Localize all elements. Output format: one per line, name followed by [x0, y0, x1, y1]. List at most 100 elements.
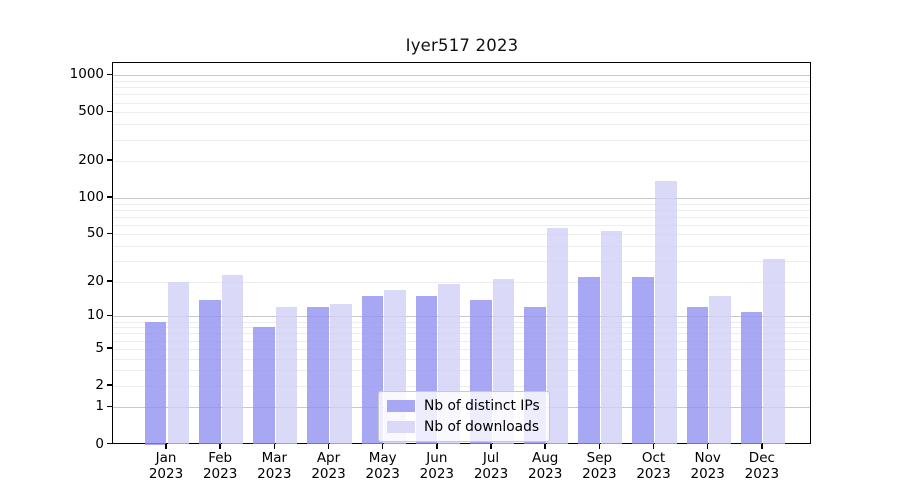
- x-tick-month: Mar: [261, 450, 288, 466]
- y-tick-label: 0: [95, 435, 104, 452]
- x-tick-mark: [381, 444, 384, 449]
- x-tick-mark: [436, 444, 438, 449]
- x-tick-year: 2023: [202, 465, 238, 482]
- bar-downloads: [655, 180, 677, 445]
- legend-label: Nb of downloads: [424, 419, 540, 435]
- minor-gridline: [113, 161, 810, 163]
- chart-title: Iyer517 2023: [405, 36, 519, 55]
- x-tick-year: 2023: [365, 465, 400, 482]
- bar-downloads: [221, 274, 244, 445]
- y-tick-label: 500: [78, 103, 104, 120]
- x-tick-month: Sep: [586, 450, 613, 466]
- x-tick-label: Aug 2023: [515, 450, 575, 482]
- minor-gridline: [113, 281, 810, 283]
- x-tick-mark: [490, 444, 492, 449]
- y-tick-mark: [107, 196, 112, 198]
- x-tick-mark: [761, 444, 763, 449]
- plot-area: [112, 62, 811, 445]
- y-tick-mark: [107, 346, 112, 349]
- minor-gridline: [113, 87, 810, 89]
- minor-gridline: [113, 124, 810, 126]
- x-tick-year: 2023: [148, 465, 184, 482]
- y-tick-mark: [107, 384, 112, 386]
- x-tick-label: Oct 2023: [624, 450, 684, 482]
- bar-downloads: [167, 281, 190, 445]
- x-tick-month: Apr: [316, 450, 341, 466]
- y-tick-mark: [107, 405, 112, 408]
- x-tick-month: May: [368, 450, 397, 466]
- y-tick-mark: [107, 110, 112, 113]
- y-tick-label: 5: [95, 339, 104, 356]
- x-tick-month: Jan: [155, 450, 177, 466]
- legend-swatch-downloads: [387, 421, 415, 433]
- minor-gridline: [113, 246, 810, 248]
- y-tick-mark: [107, 73, 112, 76]
- bar-distinct-ips: [361, 296, 384, 445]
- y-tick-label: 100: [78, 188, 104, 205]
- x-tick-label: Mar 2023: [244, 450, 304, 482]
- bar-downloads: [763, 259, 785, 445]
- y-tick-mark: [107, 280, 112, 282]
- major-gridline: [113, 197, 810, 199]
- x-tick-year: 2023: [473, 465, 509, 482]
- x-tick-year: 2023: [690, 465, 725, 482]
- bar-distinct-ips: [686, 307, 709, 445]
- x-tick-label: Dec 2023: [732, 450, 792, 482]
- bar-distinct-ips: [578, 277, 600, 445]
- bar-downloads: [275, 307, 298, 445]
- x-tick-year: 2023: [744, 465, 780, 482]
- bar-distinct-ips: [199, 299, 221, 445]
- legend-entry: Nb of downloads: [387, 419, 540, 435]
- y-tick-label: 50: [86, 225, 104, 242]
- major-gridline: [113, 75, 810, 77]
- x-tick-year: 2023: [257, 465, 292, 482]
- x-tick-month: Feb: [208, 450, 233, 466]
- x-tick-month: Dec: [748, 450, 775, 466]
- minor-gridline: [113, 261, 810, 263]
- minor-gridline: [113, 333, 810, 335]
- bar-distinct-ips: [740, 311, 763, 445]
- bar-downloads: [600, 231, 623, 445]
- minor-gridline: [113, 203, 810, 205]
- x-tick-mark: [652, 444, 655, 449]
- bar-distinct-ips: [253, 327, 275, 445]
- x-tick-label: Apr 2023: [299, 450, 359, 482]
- minor-gridline: [113, 234, 810, 236]
- minor-gridline: [113, 209, 810, 211]
- x-tick-mark: [327, 444, 330, 449]
- y-tick-mark: [107, 314, 112, 317]
- x-tick-year: 2023: [582, 465, 617, 482]
- minor-gridline: [113, 139, 810, 141]
- bar-downloads: [546, 227, 569, 445]
- x-tick-mark: [544, 444, 546, 449]
- minor-gridline: [113, 321, 810, 323]
- minor-gridline: [113, 224, 810, 226]
- y-tick-label: 1: [95, 398, 104, 415]
- major-gridline: [113, 316, 810, 318]
- minor-gridline: [113, 112, 810, 114]
- legend: Nb of distinct IPs Nb of downloads: [378, 391, 550, 442]
- bar-distinct-ips: [632, 277, 655, 445]
- minor-gridline: [113, 102, 810, 104]
- x-tick-mark: [706, 444, 709, 449]
- x-tick-month: Jul: [482, 450, 500, 466]
- bar-downloads: [330, 303, 352, 445]
- x-tick-label: Feb 2023: [190, 450, 250, 482]
- x-tick-label: Jan 2023: [136, 450, 196, 482]
- minor-gridline: [113, 81, 810, 83]
- x-tick-year: 2023: [528, 465, 563, 482]
- y-tick-mark: [107, 442, 112, 445]
- x-tick-month: Jun: [426, 450, 448, 466]
- x-tick-month: Aug: [532, 450, 559, 466]
- bar-distinct-ips: [307, 307, 329, 445]
- legend-swatch-distinct-ips: [387, 400, 415, 412]
- legend-entry: Nb of distinct IPs: [387, 398, 540, 414]
- x-tick-label: Sep 2023: [569, 450, 629, 482]
- minor-gridline: [113, 348, 810, 350]
- x-tick-label: Jul 2023: [461, 450, 521, 482]
- y-tick-label: 200: [78, 152, 104, 169]
- x-tick-label: Nov 2023: [678, 450, 738, 482]
- x-tick-year: 2023: [311, 465, 346, 482]
- y-tick-label: 10: [86, 307, 104, 324]
